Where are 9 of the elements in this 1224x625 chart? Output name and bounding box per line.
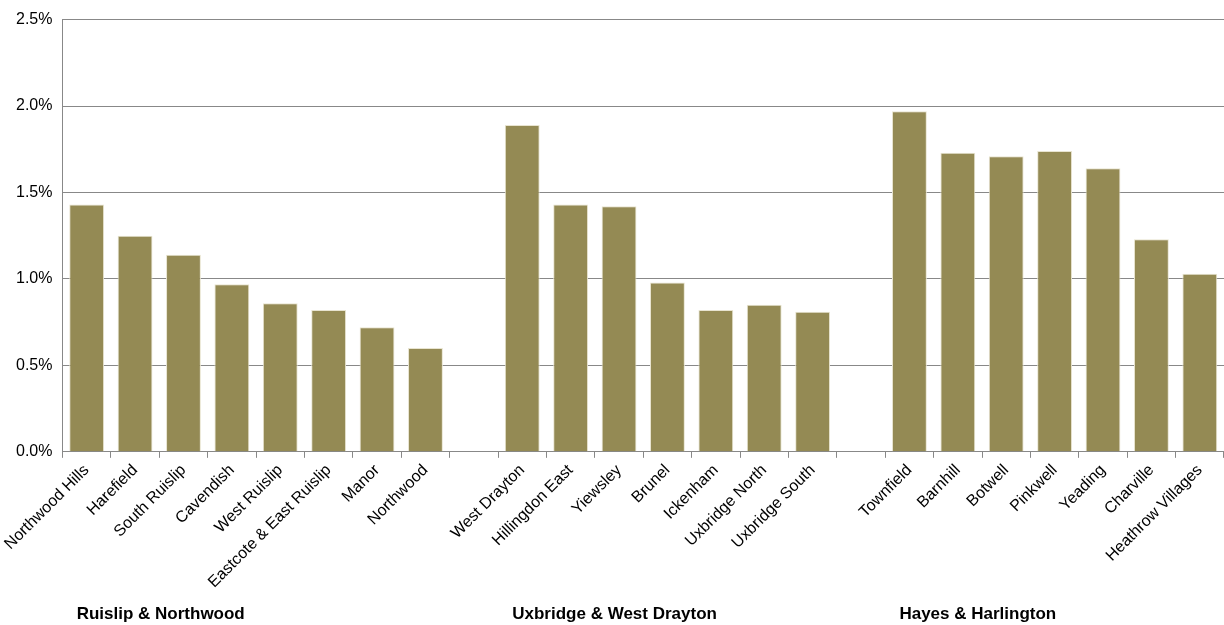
y-tick-label: 2.0% (16, 96, 53, 114)
y-tick-label: 2.5% (16, 10, 53, 28)
y-tick-label: 0.5% (16, 355, 53, 373)
y-tick-label: 1.0% (16, 269, 53, 287)
text: Hayes & Harlington (899, 604, 1057, 623)
text: Ruislip & Northwood (76, 604, 245, 623)
y-tick-label: 0.0% (16, 442, 53, 460)
y-tick-label: 1.5% (16, 182, 53, 200)
text: Uxbridge & West Drayton (512, 604, 717, 623)
